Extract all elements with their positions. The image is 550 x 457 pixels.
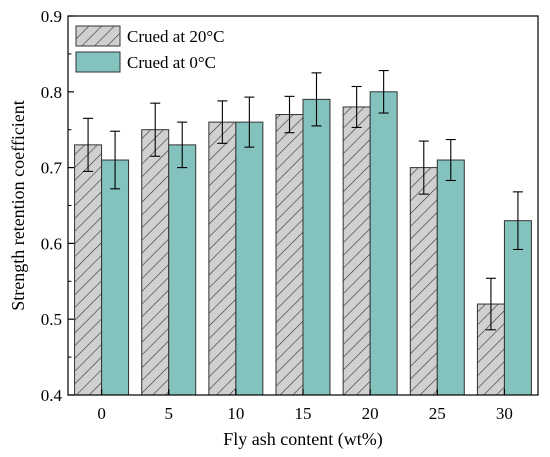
error-bar-s1-15	[311, 72, 322, 127]
error-bar-s0-15	[284, 95, 295, 134]
y-tick-label-0.4: 0.4	[41, 386, 63, 405]
y-tick-label-0.5: 0.5	[41, 310, 62, 329]
bar-s0-0	[74, 144, 103, 396]
error-bar-s0-25	[418, 140, 429, 195]
bar-s1-25	[436, 159, 465, 396]
legend-label-1: Crued at 0°C	[127, 53, 216, 72]
error-bar-s0-10	[217, 100, 228, 144]
bar-s0-20	[342, 106, 371, 396]
bar-s1-20	[369, 91, 398, 396]
axes: 0.4 0.5 0.6 0.7 0.8 0.9 0 5 10 15 20 25 30	[41, 7, 539, 423]
x-tick-label-5: 5	[164, 404, 173, 423]
y-tick-label-0.7: 0.7	[41, 159, 63, 178]
error-bar-s1-5	[177, 121, 188, 169]
bar-s1-5	[168, 144, 197, 396]
y-axis-title: Strength retention coefficient	[8, 100, 28, 311]
bar-s0-25	[409, 167, 438, 396]
bar-s1-15	[302, 98, 331, 396]
error-bar-s0-30	[485, 277, 496, 331]
bar-s1-10	[235, 121, 264, 396]
error-bar-s1-0	[110, 130, 121, 190]
x-tick-label-0: 0	[97, 404, 106, 423]
legend-label-0: Crued at 20°C	[127, 27, 224, 46]
x-axis-title: Fly ash content (wt%)	[223, 429, 382, 450]
y-tick-label-0.8: 0.8	[41, 83, 62, 102]
y-tick-label-0.9: 0.9	[41, 7, 62, 26]
legend-swatch-0	[75, 25, 121, 47]
bar-s0-10	[208, 121, 237, 396]
error-bar-s1-25	[445, 139, 456, 182]
legend-swatch-1	[75, 51, 121, 73]
bar-s0-15	[275, 114, 304, 396]
x-tick-label-20: 20	[362, 404, 379, 423]
x-tick-label-10: 10	[227, 404, 244, 423]
legend: Crued at 20°C Crued at 0°C	[75, 25, 224, 73]
error-bar-s1-30	[512, 191, 523, 251]
bar-s1-0	[101, 159, 130, 396]
error-bar-s0-0	[83, 117, 94, 172]
error-bar-s1-20	[378, 70, 389, 114]
bar-s0-5	[141, 129, 170, 396]
x-tick-label-15: 15	[295, 404, 312, 423]
error-bar-s0-20	[351, 85, 362, 128]
plot-area	[74, 70, 532, 396]
error-bar-s1-10	[244, 96, 255, 148]
y-tick-label-0.6: 0.6	[41, 234, 62, 253]
x-tick-label-30: 30	[496, 404, 513, 423]
error-bar-s0-5	[150, 102, 161, 157]
x-tick-label-25: 25	[429, 404, 446, 423]
